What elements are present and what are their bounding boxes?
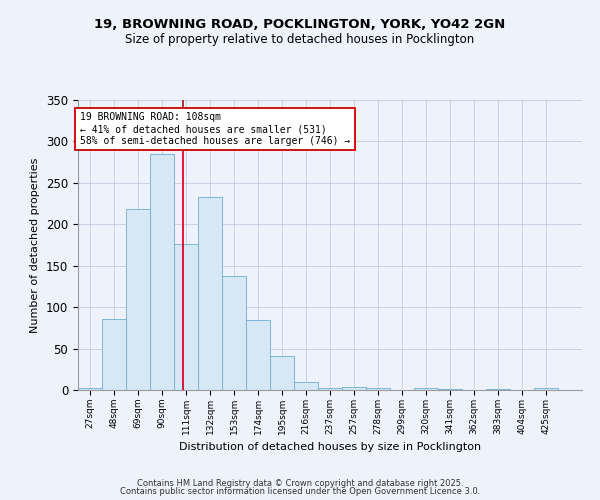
Bar bbox=[174, 244, 198, 390]
X-axis label: Distribution of detached houses by size in Pocklington: Distribution of detached houses by size … bbox=[179, 442, 481, 452]
Bar bbox=[198, 197, 222, 390]
Text: 19, BROWNING ROAD, POCKLINGTON, YORK, YO42 2GN: 19, BROWNING ROAD, POCKLINGTON, YORK, YO… bbox=[94, 18, 506, 30]
Bar bbox=[126, 208, 150, 390]
Bar bbox=[438, 389, 462, 390]
Bar bbox=[414, 388, 438, 390]
Bar bbox=[366, 388, 390, 390]
Bar bbox=[246, 320, 270, 390]
Text: Size of property relative to detached houses in Pocklington: Size of property relative to detached ho… bbox=[125, 32, 475, 46]
Bar bbox=[270, 356, 294, 390]
Bar bbox=[342, 386, 366, 390]
Text: 19 BROWNING ROAD: 108sqm
← 41% of detached houses are smaller (531)
58% of semi-: 19 BROWNING ROAD: 108sqm ← 41% of detach… bbox=[80, 112, 350, 146]
Text: Contains HM Land Registry data © Crown copyright and database right 2025.: Contains HM Land Registry data © Crown c… bbox=[137, 478, 463, 488]
Bar bbox=[78, 388, 102, 390]
Bar bbox=[294, 382, 318, 390]
Bar bbox=[102, 318, 126, 390]
Text: Contains public sector information licensed under the Open Government Licence 3.: Contains public sector information licen… bbox=[120, 488, 480, 496]
Bar bbox=[486, 389, 510, 390]
Bar bbox=[222, 276, 246, 390]
Bar bbox=[150, 154, 174, 390]
Bar bbox=[534, 388, 558, 390]
Bar bbox=[318, 388, 342, 390]
Y-axis label: Number of detached properties: Number of detached properties bbox=[31, 158, 40, 332]
